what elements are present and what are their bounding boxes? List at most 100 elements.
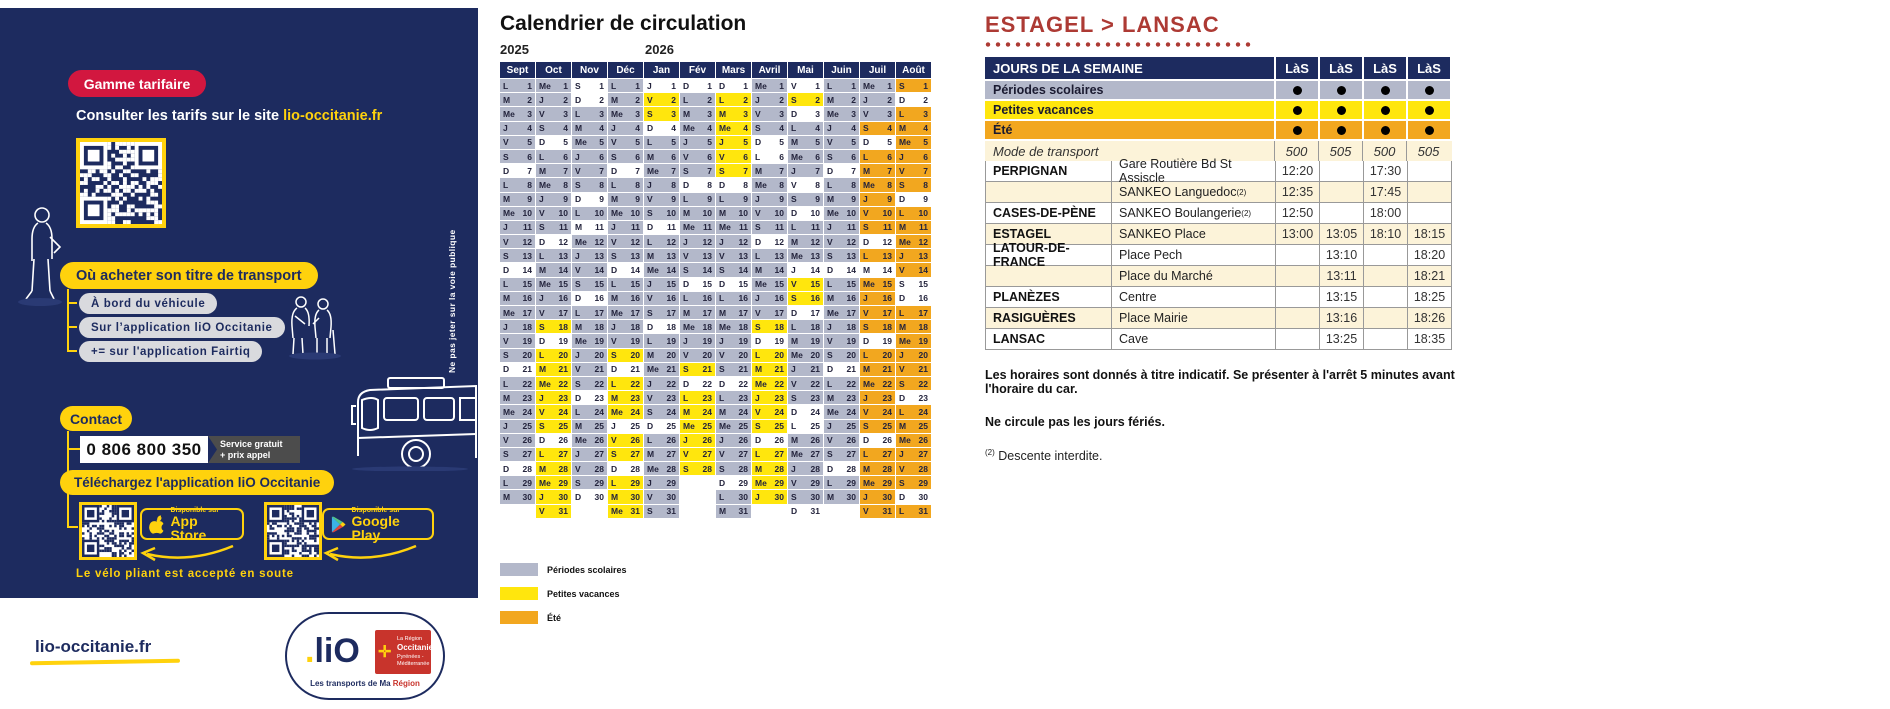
day-letter: Me xyxy=(863,477,875,488)
calendar-day-cell: L 12 xyxy=(644,235,679,249)
day-letter: D xyxy=(575,293,582,304)
footer-site-link[interactable]: lio-occitanie.fr xyxy=(35,637,152,656)
day-letter: M xyxy=(503,293,511,304)
calendar-day-cell: D 12 xyxy=(536,235,571,249)
do-not-litter-note: Ne pas jeter sur la voie publique xyxy=(447,229,457,373)
calendar-day-cell: L 29 xyxy=(500,476,535,490)
day-number: 25 xyxy=(702,421,712,432)
day-letter: D xyxy=(683,279,690,290)
stop-time: 12:20 xyxy=(1276,161,1320,182)
stop-row: LANSAC Cave 13:25 18:35 xyxy=(985,329,1452,350)
calendar-day-cell: L 27 xyxy=(860,447,895,462)
calendar-day-cell: D 16 xyxy=(896,291,931,305)
day-number: 29 xyxy=(882,477,892,488)
calendar-day-cell: S 11 xyxy=(860,220,895,235)
legend-item-s: Périodes scolaires xyxy=(500,563,627,576)
day-number: 8 xyxy=(563,179,568,190)
calendar-day-cell: J 18 xyxy=(500,320,535,334)
day-number: 23 xyxy=(918,392,928,403)
day-number: 30 xyxy=(846,492,856,503)
day-column-header: LàS xyxy=(1320,57,1362,79)
appstore-big-text: App Store xyxy=(170,512,207,543)
day-letter: J xyxy=(683,137,688,148)
phone-number[interactable]: 0 806 800 350 xyxy=(80,436,208,463)
calendar-day-cell: S 15 xyxy=(572,277,607,291)
service-dot xyxy=(1424,105,1434,115)
day-number: 2 xyxy=(599,94,604,105)
period-row-e: Été xyxy=(985,121,1452,139)
calendar-day-cell: S 24 xyxy=(644,405,679,419)
day-letter: M xyxy=(791,137,799,148)
day-number: 20 xyxy=(918,350,928,361)
day-letter: S xyxy=(647,307,653,318)
couple-illustration xyxy=(289,296,341,360)
day-number: 1 xyxy=(743,80,748,91)
calendar-day-cell: M 10 xyxy=(680,206,715,220)
day-number: 20 xyxy=(882,350,892,361)
day-letter: J xyxy=(755,392,760,403)
appstore-badge[interactable]: Disponible sur App Store xyxy=(140,506,244,543)
calendar-years: 2025 2026 xyxy=(500,42,931,60)
day-number: 4 xyxy=(815,123,820,134)
stop-city: PLANÈZES xyxy=(985,287,1112,308)
calendar-day-cell: Me 26 xyxy=(572,433,607,447)
day-letter: Me xyxy=(791,449,803,460)
calendar-day-cell: Me 12 xyxy=(572,235,607,249)
day-letter: S xyxy=(539,321,545,332)
day-letter: D xyxy=(575,94,582,105)
lio-logo-text: .liO xyxy=(305,632,360,671)
day-letter: V xyxy=(791,80,797,91)
day-number: 23 xyxy=(846,392,856,403)
day-number: 24 xyxy=(666,406,676,417)
calendar-day-cell: L 10 xyxy=(896,206,931,220)
day-letter: V xyxy=(539,108,545,119)
service-dot xyxy=(1336,125,1346,135)
day-number: 30 xyxy=(594,492,604,503)
day-letter: J xyxy=(647,477,652,488)
day-number: 27 xyxy=(810,449,820,460)
calendar-day-cell: M 14 xyxy=(860,263,895,277)
calendar-day-cell: V 13 xyxy=(680,249,715,263)
day-number: 19 xyxy=(810,335,820,346)
stop-time xyxy=(1276,329,1320,350)
day-letter: M xyxy=(719,208,727,219)
calendar-day-cell: V 21 xyxy=(896,362,931,376)
stop-name: SANKEO Boulangerie (2) xyxy=(1112,203,1276,224)
day-number: 4 xyxy=(923,123,928,134)
day-number: 13 xyxy=(522,250,532,261)
day-letter: Me xyxy=(503,406,515,417)
day-letter: Me xyxy=(539,80,551,91)
day-number: 23 xyxy=(882,392,892,403)
day-number: 29 xyxy=(666,477,676,488)
googleplay-badge[interactable]: Disponible sur Google Play xyxy=(322,507,434,542)
calendar-day-cell: L 24 xyxy=(896,405,931,419)
day-letter: M xyxy=(863,165,871,176)
stop-city xyxy=(985,182,1112,203)
day-number: 7 xyxy=(707,165,712,176)
calendar-day-cell: L 18 xyxy=(788,320,823,334)
calendar-day-cell: Me 3 xyxy=(500,107,535,121)
day-letter: L xyxy=(899,506,905,517)
day-letter: J xyxy=(899,151,904,162)
calendar-day-cell: M 21 xyxy=(860,362,895,376)
day-number: 5 xyxy=(671,137,676,148)
calendar-day-cell: Me 12 xyxy=(896,235,931,249)
day-letter: D xyxy=(827,165,834,176)
day-letter: S xyxy=(539,421,545,432)
day-number: 25 xyxy=(774,421,784,432)
day-letter: V xyxy=(647,293,653,304)
tariff-site-link[interactable]: lio-occitanie.fr xyxy=(283,108,383,124)
day-letter: M xyxy=(575,123,583,134)
calendar-day-cell: J 22 xyxy=(644,376,679,391)
day-number: 4 xyxy=(707,123,712,134)
day-letter: Me xyxy=(647,364,659,375)
appstore-small-text: Disponible sur xyxy=(170,506,220,514)
